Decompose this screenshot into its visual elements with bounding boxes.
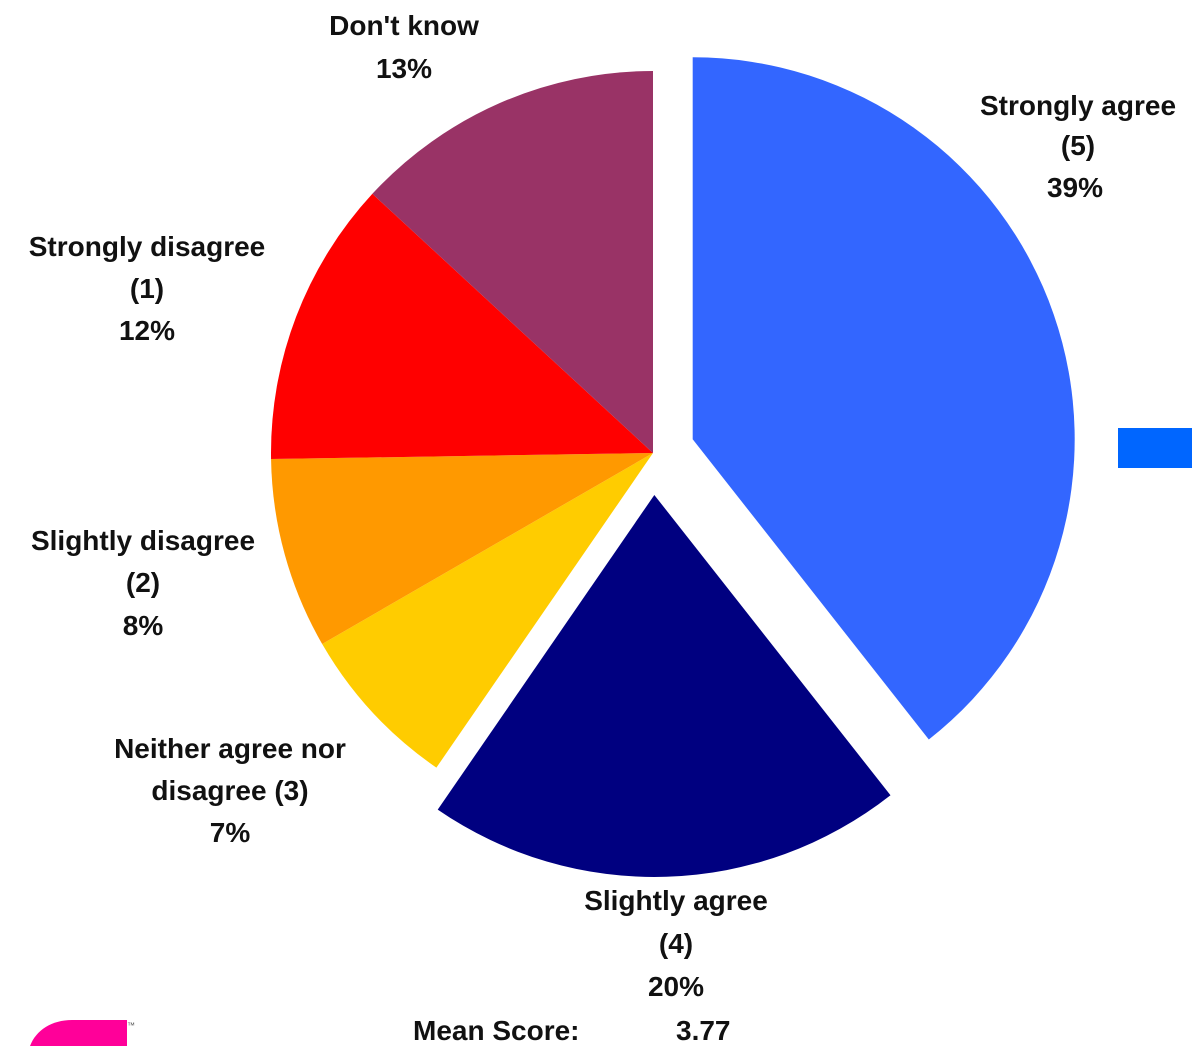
slice-strongly-agree — [692, 57, 1075, 740]
label-slightly-agree-value: 20% — [648, 971, 704, 1002]
legend-swatch — [1118, 428, 1192, 468]
logo-trademark-icon: ™ — [127, 1021, 135, 1030]
mean-score-label: Mean Score: — [413, 1015, 580, 1046]
label-slightly-agree: Slightly agree (4) 20% — [584, 885, 768, 1002]
label-slightly-disagree-name: Slightly disagree — [31, 525, 255, 556]
slice-slightly-agree — [437, 494, 891, 877]
label-neither-code: disagree (3) — [151, 775, 308, 806]
label-strongly-agree-code: (5) — [1061, 130, 1095, 161]
label-neither-value: 7% — [210, 817, 251, 848]
brand-logo: ™ — [30, 1020, 135, 1046]
label-dont-know-value: 13% — [376, 53, 432, 84]
label-dont-know: Don't know 13% — [329, 10, 479, 84]
label-strongly-disagree-value: 12% — [119, 315, 175, 346]
label-slightly-disagree-value: 8% — [123, 610, 164, 641]
label-strongly-disagree-code: (1) — [130, 273, 164, 304]
label-neither: Neither agree nor disagree (3) 7% — [114, 733, 346, 848]
label-strongly-agree-value: 39% — [1047, 172, 1103, 203]
label-strongly-disagree: Strongly disagree (1) 12% — [29, 231, 266, 346]
label-slightly-agree-name: Slightly agree — [584, 885, 768, 916]
logo-shape — [30, 1020, 127, 1046]
label-strongly-disagree-name: Strongly disagree — [29, 231, 266, 262]
slice-neither — [322, 453, 653, 768]
slice-strongly-disagree — [271, 193, 653, 460]
slice-dont-know — [372, 70, 653, 454]
label-dont-know-name: Don't know — [329, 10, 479, 41]
label-strongly-agree-name: Strongly agree — [980, 90, 1176, 121]
label-slightly-disagree-code: (2) — [126, 567, 160, 598]
slice-slightly-disagree — [271, 453, 653, 644]
label-neither-name: Neither agree nor — [114, 733, 346, 764]
label-slightly-disagree: Slightly disagree (2) 8% — [31, 525, 255, 641]
label-slightly-agree-code: (4) — [659, 928, 693, 959]
mean-score-value: 3.77 — [676, 1015, 731, 1046]
label-strongly-agree: Strongly agree (5) 39% — [980, 90, 1176, 203]
pie-slices — [271, 57, 1075, 877]
